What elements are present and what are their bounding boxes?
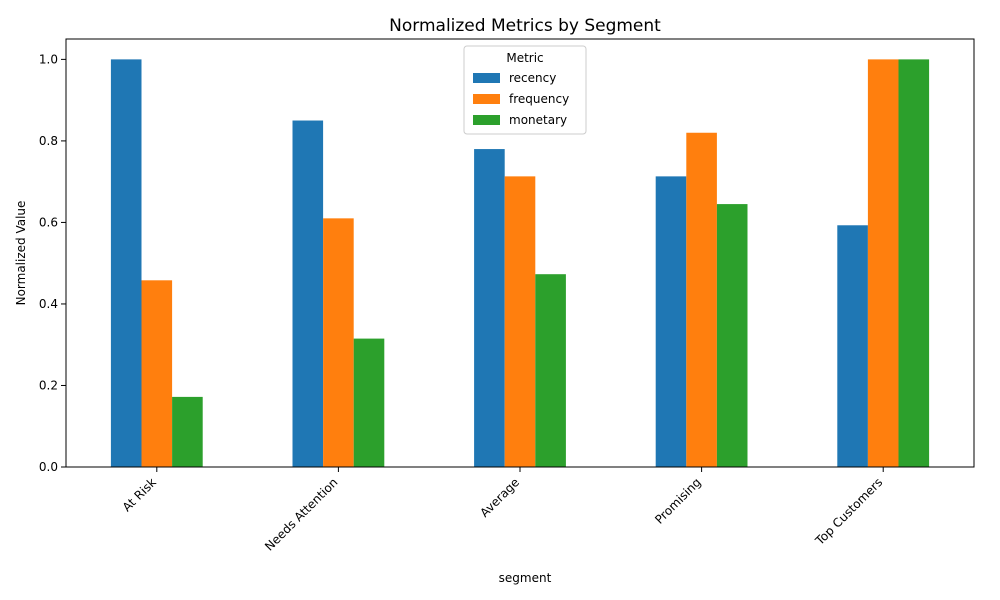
legend-title: Metric xyxy=(506,51,543,65)
y-axis: 0.0 0.2 0.4 0.6 0.8 1.0 xyxy=(39,52,66,474)
bar-frequency-1 xyxy=(323,218,354,467)
y-tick-label: 0.2 xyxy=(39,378,58,392)
bar-frequency-3 xyxy=(686,132,717,467)
chart-title: Normalized Metrics by Segment xyxy=(389,16,661,36)
bar-monetary-1 xyxy=(353,338,385,467)
x-tick-label: Average xyxy=(477,475,522,520)
bar-recency-3 xyxy=(655,176,687,467)
bars-group xyxy=(110,59,930,468)
plot-frame xyxy=(65,38,975,468)
x-tick-label: Promising xyxy=(652,475,704,527)
y-tick-label: 1.0 xyxy=(39,52,58,66)
bar-monetary-3 xyxy=(716,204,748,467)
bar-recency-2 xyxy=(474,149,505,467)
x-axis-label: segment xyxy=(499,571,552,585)
bar-monetary-4 xyxy=(898,59,930,467)
legend: Metric recency frequency monetary xyxy=(463,45,587,135)
x-tick-label: Needs Attention xyxy=(262,475,340,553)
bar-frequency-2 xyxy=(504,176,536,467)
bar-monetary-0 xyxy=(172,396,203,467)
legend-label-frequency: frequency xyxy=(509,92,569,106)
y-tick-label: 0.0 xyxy=(39,460,58,474)
legend-label-monetary: monetary xyxy=(509,113,567,127)
legend-swatch-monetary xyxy=(473,115,500,125)
x-tick-label: Top Customers xyxy=(812,475,885,548)
y-axis-label: Normalized Value xyxy=(14,201,28,306)
x-axis: At Risk Needs Attention Average Promising To… xyxy=(120,467,885,554)
bar-frequency-0 xyxy=(141,280,173,467)
legend-box xyxy=(463,45,587,135)
bar-recency-1 xyxy=(292,120,324,468)
bar-monetary-2 xyxy=(535,274,566,467)
legend-swatch-frequency xyxy=(473,94,500,104)
bar-frequency-4 xyxy=(867,59,899,467)
y-tick-label: 0.4 xyxy=(39,297,58,311)
y-tick-label: 0.8 xyxy=(39,134,58,148)
legend-swatch-recency xyxy=(473,73,500,83)
bar-recency-0 xyxy=(110,59,142,467)
bar-recency-4 xyxy=(837,225,868,467)
y-tick-label: 0.6 xyxy=(39,215,58,229)
x-tick-label: At Risk xyxy=(120,475,159,514)
legend-label-recency: recency xyxy=(509,71,556,85)
